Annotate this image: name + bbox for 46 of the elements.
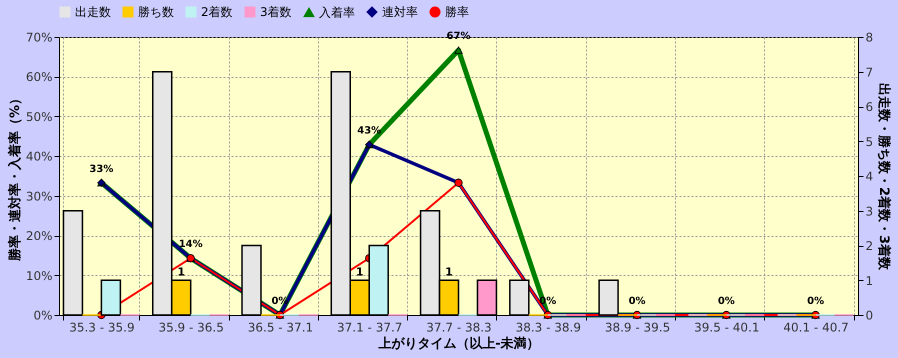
x-tick-label: 39.5 - 40.1 — [694, 320, 760, 334]
x-tick-label: 37.7 - 38.3 — [426, 320, 492, 334]
x-tick-label: 40.1 - 40.7 — [783, 320, 849, 334]
x-tick-label: 38.3 - 38.9 — [516, 320, 581, 334]
data-label: 14% — [178, 239, 203, 250]
y-tick-label: 0% — [33, 308, 52, 322]
legend-label: 勝ち数 — [138, 5, 174, 19]
y-tick-label: 40% — [26, 150, 52, 164]
data-label: 0% — [718, 296, 735, 307]
x-tick-label: 35.9 - 36.5 — [158, 320, 224, 334]
legend-label: 入着率 — [319, 5, 355, 20]
y2-axis-title: 出走数・勝ち数・2着数・3着数 — [876, 82, 892, 272]
y2-tick-label: 3 — [866, 204, 874, 218]
data-label: 33% — [89, 164, 114, 175]
y2-tick-label: 8 — [866, 30, 874, 44]
data-label: 0% — [807, 296, 824, 307]
y2-tick-label: 1 — [866, 274, 874, 288]
point — [454, 46, 463, 54]
y-tick-label: 20% — [26, 229, 52, 244]
y-tick-label: 30% — [26, 189, 52, 204]
legend-label: 出走数 — [75, 5, 111, 19]
data-label: 1 — [177, 265, 186, 278]
legend-label: 勝率 — [445, 5, 469, 19]
x-axis-title: 上がりタイム（以上-未満） — [377, 336, 540, 352]
x-tick-label: 37.1 - 37.7 — [337, 320, 402, 334]
y-tick-label: 70% — [26, 30, 52, 44]
y2-tick-label: 2 — [866, 239, 874, 253]
data-label: 1 — [356, 265, 364, 278]
y2-tick-label: 0 — [866, 308, 874, 322]
legend-label: 連対率 — [382, 5, 418, 19]
data-label: 67% — [446, 31, 470, 42]
y2-tick-label: 5 — [866, 134, 874, 149]
y2-tick-label: 6 — [866, 100, 874, 114]
y2-tick-label: 4 — [866, 170, 874, 184]
x-tick-label: 36.5 - 37.1 — [248, 320, 314, 334]
x-tick-label: 35.3 - 35.9 — [69, 320, 135, 334]
legend-label: 3着数 — [260, 5, 292, 19]
y-tick-label: 10% — [26, 268, 52, 283]
data-label: 1 — [445, 265, 453, 278]
x-tick-label: 38.9 - 39.5 — [604, 320, 670, 334]
legend-label: 2着数 — [201, 5, 233, 19]
y-tick-label: 50% — [26, 110, 52, 124]
y-tick-label: 60% — [26, 70, 52, 84]
y2-tick-label: 7 — [866, 65, 874, 80]
data-label: 0% — [628, 296, 646, 307]
y-axis-title: 勝率・連対率・入着率（%） — [6, 92, 23, 262]
